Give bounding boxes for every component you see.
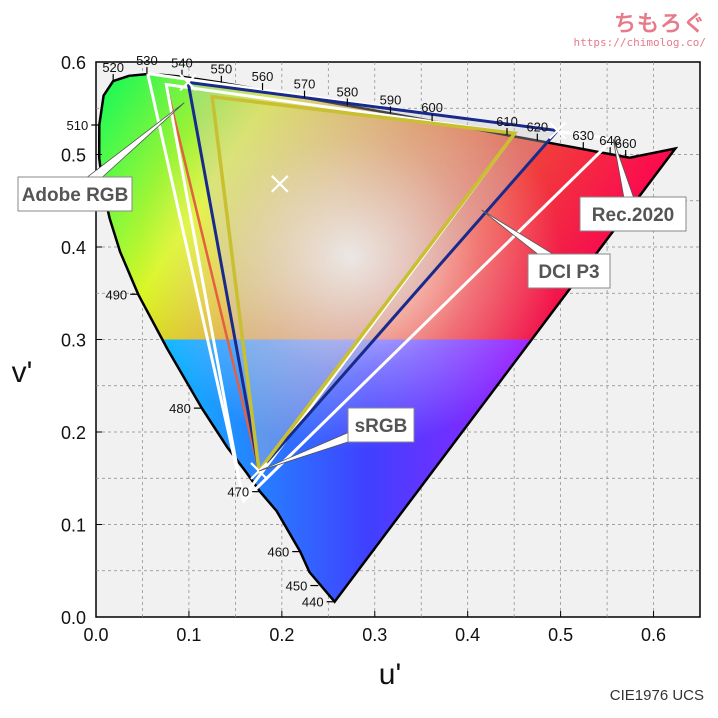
x-tick-label: 0.5 — [548, 625, 573, 645]
wavelength-label: 450 — [286, 579, 308, 594]
wavelength-label: 660 — [615, 136, 637, 151]
y-tick-label: 0.1 — [61, 516, 86, 536]
wavelength-label: 600 — [421, 100, 443, 115]
callout-box — [579, 196, 687, 232]
gamut-srgb — [210, 94, 519, 476]
wavelength-label: 560 — [252, 69, 274, 84]
x-tick-label: 0.6 — [641, 625, 666, 645]
white-point-marker — [548, 121, 567, 140]
wavelength-label: 510 — [67, 118, 89, 133]
site-logo-text: ちもろぐ — [613, 12, 706, 37]
callout-label: sRGB — [355, 416, 408, 437]
callout-label: Adobe RGB — [22, 185, 129, 206]
y-tick-label: 0.2 — [61, 423, 86, 443]
wavelength-label: 610 — [496, 114, 518, 129]
callouts: Adobe RGB sRGB DCI P3 Rec.2020 — [17, 102, 687, 472]
x-tick-label: 0.0 — [83, 625, 108, 645]
wavelength-label: 480 — [169, 401, 191, 416]
callout-box — [17, 176, 133, 212]
wavelength-label: 530 — [136, 53, 158, 68]
credit-label: CIE1976 UCS — [609, 687, 704, 704]
y-tick-label: 0.6 — [61, 53, 86, 73]
x-tick-label: 0.3 — [362, 625, 387, 645]
wavelength-labels: 4404504604704804905005105205305405505605… — [67, 53, 637, 610]
gamut-triangles — [145, 71, 617, 504]
y-axis-label: v' — [12, 356, 33, 389]
y-tick-label: 0.4 — [61, 238, 86, 258]
x-axis-label: u' — [379, 658, 401, 691]
axis-ticks: 0.0 0.1 0.2 0.3 0.4 0.5 0.6 0.0 0.1 0.2 0.3 0.4 0.5 0… — [61, 53, 666, 645]
wavelength-label: 520 — [102, 60, 124, 75]
callout-box — [347, 407, 415, 443]
y-tick-label: 0.3 — [61, 331, 86, 351]
callout-label: DCI P3 — [538, 262, 599, 283]
wavelength-label: 490 — [105, 287, 127, 302]
wavelength-label: 580 — [337, 84, 359, 99]
y-tick-label: 0.0 — [61, 608, 86, 628]
wavelength-label: 460 — [268, 545, 290, 560]
x-tick-label: 0.1 — [176, 625, 201, 645]
wavelength-label: 470 — [227, 485, 249, 500]
wavelength-label: 620 — [526, 120, 548, 135]
wavelength-label: 630 — [572, 128, 594, 143]
wavelength-label: 440 — [302, 595, 324, 610]
gamut-dci-p3 — [186, 80, 561, 475]
wavelength-label: 550 — [211, 62, 233, 77]
callout-box — [527, 253, 611, 289]
dci-p3-shade — [188, 82, 558, 471]
wavelength-label: 640 — [599, 133, 621, 148]
x-tick-label: 0.4 — [455, 625, 480, 645]
y-tick-label: 0.5 — [61, 146, 86, 166]
white-point-marker — [179, 73, 197, 92]
wavelength-label: 590 — [380, 92, 402, 107]
wavelength-label: 570 — [294, 77, 316, 92]
wavelength-label: 540 — [171, 56, 193, 71]
white-point-marker — [271, 175, 289, 193]
site-logo: ちもろぐ https://chimolog.co/ — [574, 6, 706, 49]
site-url: https://chimolog.co/ — [573, 36, 706, 49]
callout-label: Rec.2020 — [592, 205, 674, 226]
x-tick-label: 0.2 — [269, 625, 294, 645]
